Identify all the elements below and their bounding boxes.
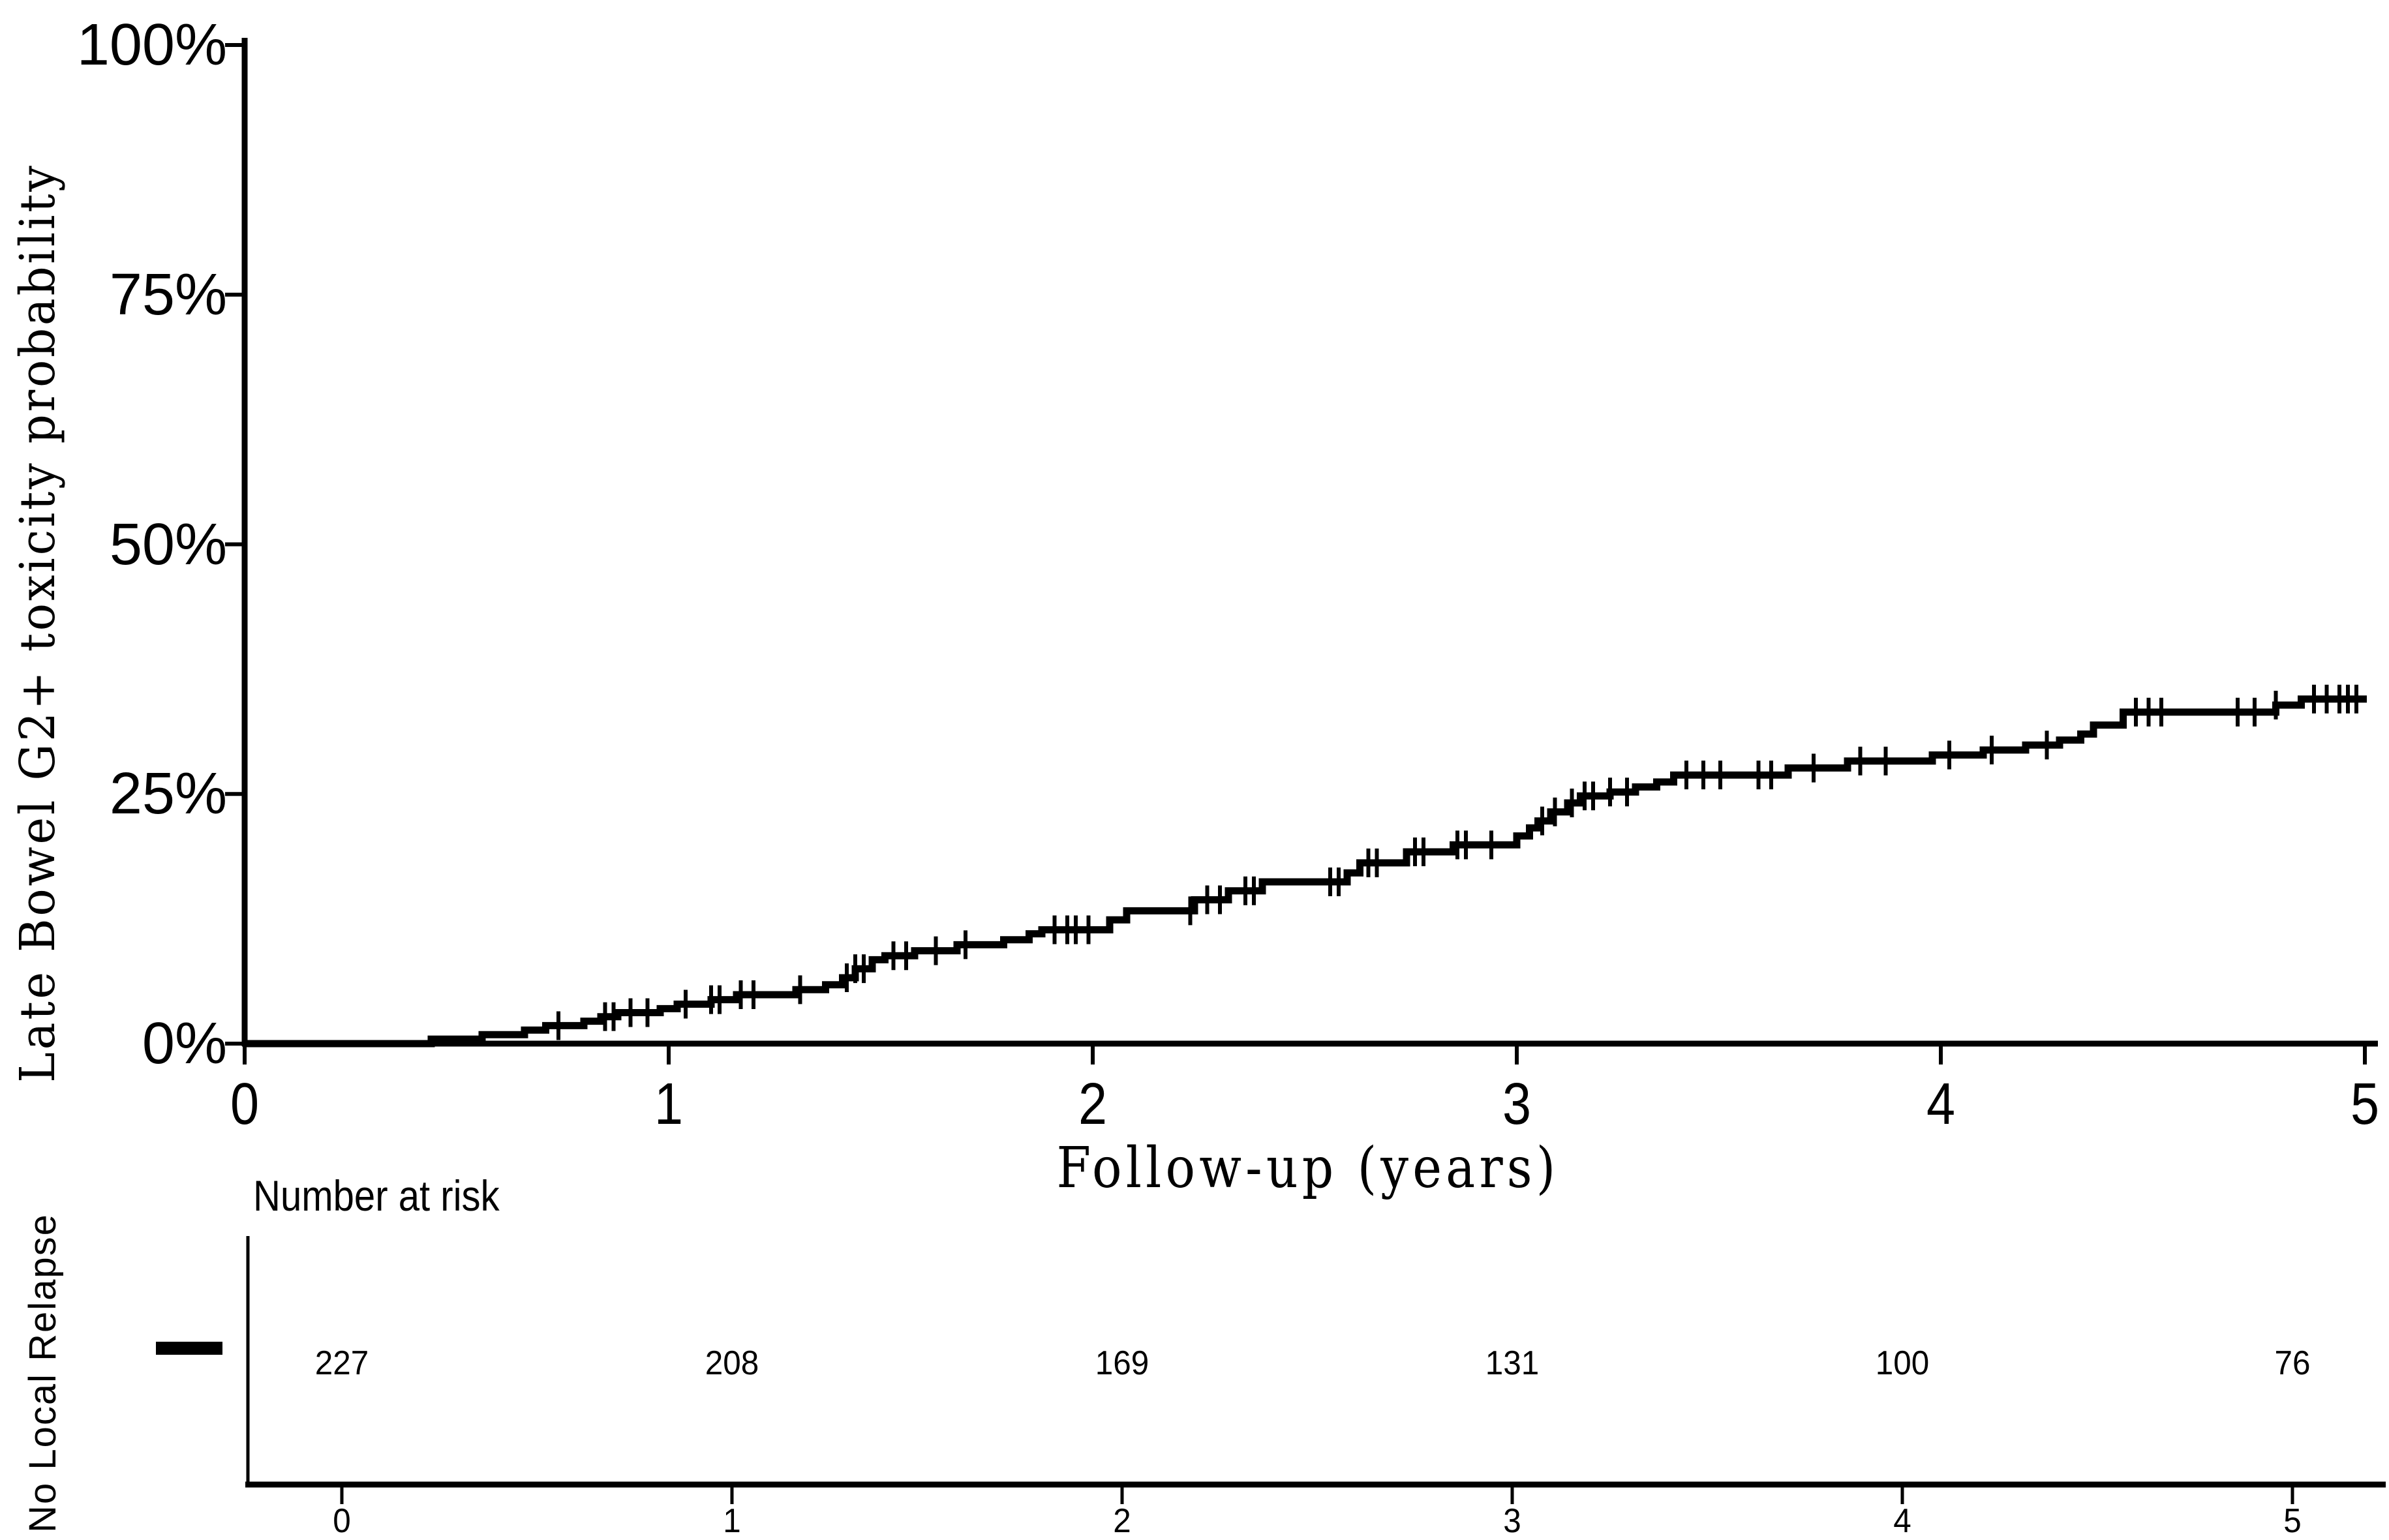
x-axis-title: Follow-up (years) bbox=[1056, 1136, 1560, 1201]
y-axis-tick-label: 50% bbox=[109, 511, 227, 577]
x-axis-tick-label: 5 bbox=[2350, 1072, 2380, 1137]
legend-key-bar bbox=[156, 1342, 222, 1355]
y-axis-tick-label: 25% bbox=[109, 761, 227, 827]
risk-axis-tick-label: 1 bbox=[723, 1502, 741, 1540]
y-axis-tick-label: 75% bbox=[109, 262, 227, 327]
x-axis-tick-label: 2 bbox=[1078, 1072, 1108, 1137]
risk-count: 208 bbox=[705, 1344, 759, 1382]
risk-count: 227 bbox=[314, 1344, 369, 1382]
risk-axis-tick-label: 3 bbox=[1503, 1502, 1521, 1540]
risk-count: 100 bbox=[1875, 1344, 1930, 1382]
risk-axis-tick-label: 2 bbox=[1113, 1502, 1131, 1540]
y-axis-tick-label: 100% bbox=[76, 12, 227, 78]
risk-count: 76 bbox=[2274, 1344, 2311, 1382]
x-axis-tick-label: 4 bbox=[1926, 1072, 1956, 1137]
risk-axis-tick-label: 0 bbox=[333, 1502, 351, 1540]
risk-axis-tick-label: 5 bbox=[2283, 1502, 2302, 1540]
y-axis-tick-label: 0% bbox=[142, 1011, 227, 1076]
risk-row-label: No Local Relapse bbox=[22, 1213, 64, 1533]
risk-table-title: Number at risk bbox=[253, 1171, 500, 1220]
risk-axis-tick-label: 4 bbox=[1893, 1502, 1911, 1540]
x-axis-tick-label: 3 bbox=[1502, 1072, 1532, 1137]
risk-count: 131 bbox=[1485, 1344, 1540, 1382]
risk-count: 169 bbox=[1095, 1344, 1149, 1382]
x-axis-tick-label: 0 bbox=[230, 1072, 260, 1137]
x-axis-tick-label: 1 bbox=[654, 1072, 684, 1137]
